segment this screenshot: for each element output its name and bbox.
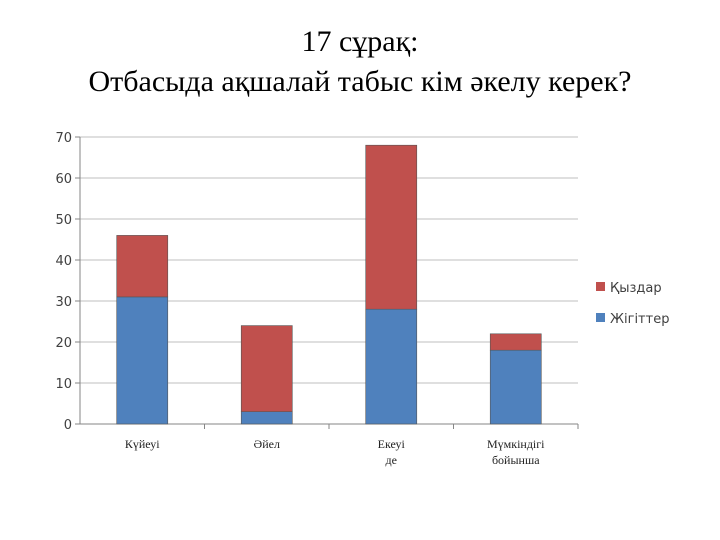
legend-label: Жігіттер bbox=[610, 312, 669, 327]
bar-segment bbox=[240, 411, 293, 425]
bar-segment bbox=[365, 144, 418, 310]
y-tick-label: 60 bbox=[55, 172, 72, 187]
chart-title-line-2: Отбасыда ақшалай табыс кім әкелу керек? bbox=[88, 65, 632, 98]
chart-title: 17 сұрақ: Отбасыда ақшалай табыс кім әке… bbox=[0, 22, 720, 102]
bar-segment bbox=[489, 349, 542, 425]
x-tick-label: Күйеуі bbox=[125, 437, 160, 451]
bar-segment bbox=[240, 325, 293, 413]
x-tick-label-line: Екеуі bbox=[378, 437, 406, 451]
bar-segment bbox=[116, 235, 169, 298]
y-tick-label: 70 bbox=[55, 131, 72, 146]
x-tick-label: Мүмкіндігі бойынша bbox=[487, 437, 545, 467]
bar-segment bbox=[116, 296, 169, 425]
x-tick-label-line: бойынша bbox=[492, 453, 540, 467]
x-tick-label-line: Мүмкіндігі bbox=[487, 437, 545, 451]
y-tick-label: 10 bbox=[55, 377, 72, 392]
legend-swatch bbox=[596, 282, 605, 291]
y-tick-label: 50 bbox=[55, 213, 72, 228]
x-tick-label-line: де bbox=[386, 453, 397, 467]
y-tick-label: 40 bbox=[55, 254, 72, 269]
y-tick-label: 30 bbox=[55, 295, 72, 310]
legend-swatch bbox=[596, 313, 605, 322]
y-tick-label: 0 bbox=[64, 418, 72, 433]
legend-label: Қыздар bbox=[610, 281, 662, 296]
bar-segment bbox=[365, 308, 418, 425]
chart-title-line-1: 17 сұрақ: bbox=[301, 25, 419, 58]
x-tick-label: Әйел bbox=[254, 437, 280, 451]
bar-segment bbox=[489, 333, 542, 351]
y-tick-label: 20 bbox=[55, 336, 72, 351]
x-tick-label: Екеуі де bbox=[378, 437, 406, 467]
